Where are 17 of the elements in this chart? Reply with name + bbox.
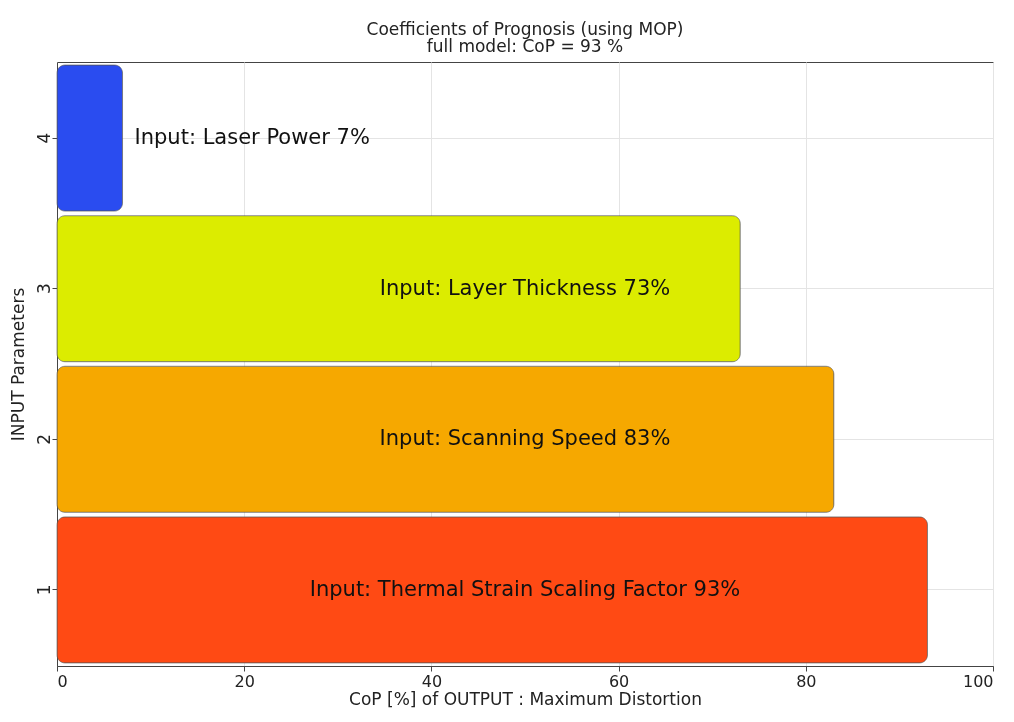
y-axis-title: INPUT Parameters bbox=[7, 287, 28, 442]
data-label: Input: Scanning Speed 83% bbox=[379, 426, 671, 451]
y-tick-label: 3 bbox=[33, 283, 54, 295]
x-tick-label: 60 bbox=[608, 671, 630, 691]
x-tick-label: 80 bbox=[796, 671, 817, 691]
y-tick-label: 1 bbox=[33, 584, 54, 596]
x-tick-label: 20 bbox=[234, 671, 255, 691]
x-axis-title: CoP [%] of OUTPUT : Maximum Distortion bbox=[349, 688, 702, 709]
x-tick-label: 0 bbox=[57, 671, 68, 691]
y-tick-label: 4 bbox=[33, 132, 54, 144]
x-tick-label: 100 bbox=[962, 671, 994, 691]
data-label: Input: Thermal Strain Scaling Factor 93% bbox=[309, 576, 741, 601]
data-label: Input: Layer Thickness 73% bbox=[379, 275, 671, 300]
chart-title: Coefficients of Prognosis (using MOP) bbox=[366, 19, 684, 39]
data-label: Input: Laser Power 7% bbox=[134, 125, 370, 150]
x-tick-label: 40 bbox=[421, 671, 443, 691]
y-tick-label: 2 bbox=[33, 433, 54, 445]
